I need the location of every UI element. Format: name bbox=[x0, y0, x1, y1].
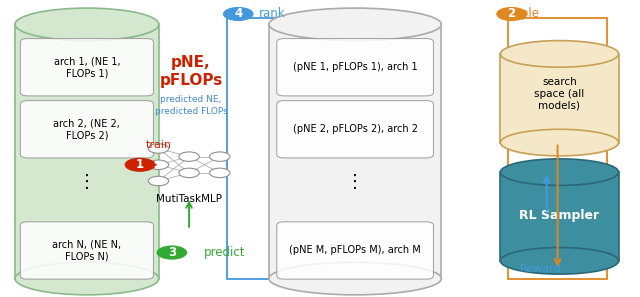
Text: predict: predict bbox=[204, 246, 245, 259]
Text: MutiTaskMLP: MutiTaskMLP bbox=[156, 194, 222, 204]
Ellipse shape bbox=[500, 129, 618, 156]
Ellipse shape bbox=[500, 41, 618, 67]
Circle shape bbox=[209, 152, 230, 161]
Text: 4: 4 bbox=[234, 7, 243, 20]
Text: arch 1, (NE 1,
FLOPs 1): arch 1, (NE 1, FLOPs 1) bbox=[54, 56, 120, 78]
Text: search
space (all
models): search space (all models) bbox=[534, 77, 584, 110]
Text: (pNE M, pFLOPs M), arch M: (pNE M, pFLOPs M), arch M bbox=[289, 246, 421, 255]
Ellipse shape bbox=[269, 8, 442, 41]
Circle shape bbox=[148, 176, 169, 186]
Bar bbox=[269, 24, 442, 279]
Ellipse shape bbox=[269, 262, 442, 295]
Ellipse shape bbox=[15, 8, 159, 41]
Text: Reward: Reward bbox=[520, 264, 561, 274]
Circle shape bbox=[209, 168, 230, 178]
Text: 2: 2 bbox=[508, 7, 516, 20]
Text: rank: rank bbox=[259, 7, 286, 20]
FancyBboxPatch shape bbox=[20, 39, 154, 96]
Text: 3: 3 bbox=[168, 246, 176, 259]
Circle shape bbox=[148, 160, 169, 170]
Text: pNE,
pFLOPs: pNE, pFLOPs bbox=[159, 55, 223, 89]
Text: ⋮: ⋮ bbox=[78, 173, 96, 192]
Text: arch 2, (NE 2,
FLOPs 2): arch 2, (NE 2, FLOPs 2) bbox=[54, 119, 120, 140]
Bar bbox=[15, 24, 159, 279]
FancyBboxPatch shape bbox=[20, 101, 154, 158]
FancyBboxPatch shape bbox=[20, 222, 154, 279]
Circle shape bbox=[179, 152, 199, 161]
Text: arch N, (NE N,
FLOPs N): arch N, (NE N, FLOPs N) bbox=[52, 240, 122, 261]
Bar bbox=[500, 172, 618, 261]
Text: sample: sample bbox=[496, 7, 539, 20]
Circle shape bbox=[125, 158, 156, 172]
Text: predicted NE,
predicted FLOPs: predicted NE, predicted FLOPs bbox=[155, 95, 227, 116]
Ellipse shape bbox=[15, 262, 159, 295]
Circle shape bbox=[496, 7, 527, 21]
FancyBboxPatch shape bbox=[276, 101, 433, 158]
Text: train: train bbox=[146, 140, 172, 150]
FancyBboxPatch shape bbox=[276, 39, 433, 96]
FancyBboxPatch shape bbox=[276, 222, 433, 279]
Ellipse shape bbox=[500, 247, 618, 274]
Text: (pNE 2, pFLOPs 2), arch 2: (pNE 2, pFLOPs 2), arch 2 bbox=[292, 124, 418, 134]
Text: RL Sampler: RL Sampler bbox=[520, 208, 600, 222]
Circle shape bbox=[148, 144, 169, 153]
Circle shape bbox=[157, 245, 187, 260]
Text: 1: 1 bbox=[136, 158, 144, 171]
Circle shape bbox=[223, 7, 253, 21]
Text: (pNE 1, pFLOPs 1), arch 1: (pNE 1, pFLOPs 1), arch 1 bbox=[293, 62, 417, 72]
Ellipse shape bbox=[500, 159, 618, 185]
Circle shape bbox=[179, 168, 199, 178]
Text: ⋮: ⋮ bbox=[346, 173, 364, 192]
Bar bbox=[500, 54, 618, 143]
